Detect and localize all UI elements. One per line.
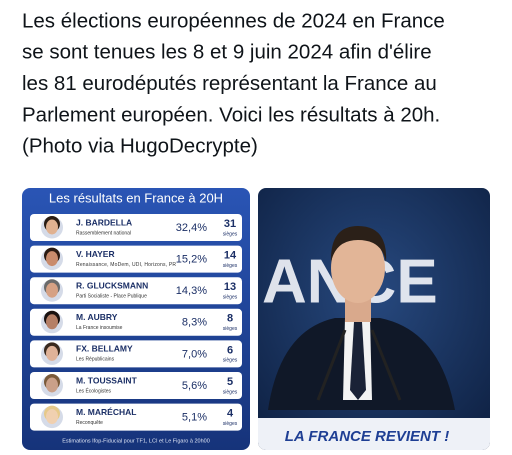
banner (258, 418, 490, 450)
microphone (316, 329, 347, 401)
seats: 31 (224, 218, 236, 230)
seats-unit: sièges (223, 389, 238, 395)
candidate-face (46, 282, 58, 298)
post-line: les 81 eurodéputés représentant la Franc… (22, 72, 437, 95)
seats: 13 (224, 281, 236, 293)
seats-unit: sièges (223, 295, 238, 301)
candidate-name: M. MARÉCHAL (76, 407, 136, 417)
result-row: V. HAYER Renaissance, MoDem, UDI, Horizon… (30, 245, 242, 273)
seats-unit: sièges (223, 358, 238, 364)
seats-unit: sièges (223, 263, 238, 269)
score: 7,0% (182, 348, 207, 360)
row-background (30, 277, 242, 305)
score: 8,3% (182, 317, 207, 329)
candidate-name: R. GLUCKSMANN (76, 280, 148, 290)
seats: 8 (227, 313, 233, 325)
results-card: Les résultats en France à 20H J. BARDELL… (22, 188, 250, 450)
card-title: Les résultats en France à 20H (49, 190, 223, 205)
party-name: Parti Socialiste - Place Publique (76, 294, 147, 300)
candidate-face (46, 219, 58, 235)
result-row: FX. BELLAMY Les Républicains 7,0% 6 sièges (30, 340, 242, 368)
seats-unit: sièges (223, 421, 238, 427)
score: 14,3% (176, 285, 207, 297)
seats: 6 (227, 344, 233, 356)
candidate-name: J. BARDELLA (76, 217, 132, 227)
score: 5,1% (182, 412, 207, 424)
seats: 4 (227, 408, 234, 420)
candidate-name: FX. BELLAMY (76, 344, 133, 354)
party-name: Renaissance, MoDem, UDI, Horizons, PR (76, 262, 176, 268)
result-row: R. GLUCKSMANN Parti Socialiste - Place Pu… (30, 277, 242, 305)
score: 15,2% (176, 254, 207, 266)
post-line: se sont tenues les 8 et 9 juin 2024 afin… (22, 41, 432, 64)
face (331, 233, 385, 303)
row-background (30, 340, 242, 368)
party-name: Les Républicains (76, 357, 115, 363)
candidate-name: M. TOUSSAINT (76, 375, 138, 385)
post-line: Parlement européen. Voici les résultats … (22, 103, 440, 126)
party-name: Reconquête (76, 420, 103, 426)
party-name: La France insoumise (76, 325, 123, 331)
candidate-face (46, 377, 58, 393)
post-line: Les élections européennes de 2024 en Fra… (22, 9, 445, 32)
post-line: (Photo via HugoDecrypte) (22, 135, 258, 158)
card-footer: Estimations Ifop-Fiducial pour TF1, LCI … (62, 438, 210, 444)
photo: ANCE LA FRANCE REVIENT ! (258, 188, 490, 450)
seats: 14 (224, 250, 237, 262)
candidate-name: V. HAYER (76, 249, 115, 259)
result-row: J. BARDELLA Rassemblement national 32,4% 31… (30, 214, 242, 241)
post-text: Les élections européennes de 2024 en Fra… (22, 9, 445, 157)
row-background (30, 308, 242, 336)
hair (330, 226, 387, 262)
row-background (30, 245, 242, 273)
candidate-face (46, 314, 58, 330)
candidate-face (46, 409, 58, 425)
row-background (30, 403, 242, 431)
seats-unit: sièges (223, 326, 238, 332)
seats: 5 (227, 376, 233, 388)
party-name: Rassemblement national (76, 230, 131, 236)
row-background (30, 214, 242, 241)
score: 32,4% (176, 222, 207, 234)
banner-text: LA FRANCE REVIENT ! (285, 428, 449, 445)
seats-unit: sièges (223, 231, 238, 237)
party-name: Les Écologistes (76, 387, 112, 394)
score: 5,6% (182, 380, 207, 392)
candidate-face (46, 251, 58, 267)
results-rows: J. BARDELLA Rassemblement national 32,4% 31… (30, 214, 242, 431)
candidate-face (46, 345, 58, 361)
row-background (30, 372, 242, 399)
candidate-name: M. AUBRY (76, 312, 118, 322)
tie (350, 322, 366, 400)
microphone (370, 329, 402, 401)
